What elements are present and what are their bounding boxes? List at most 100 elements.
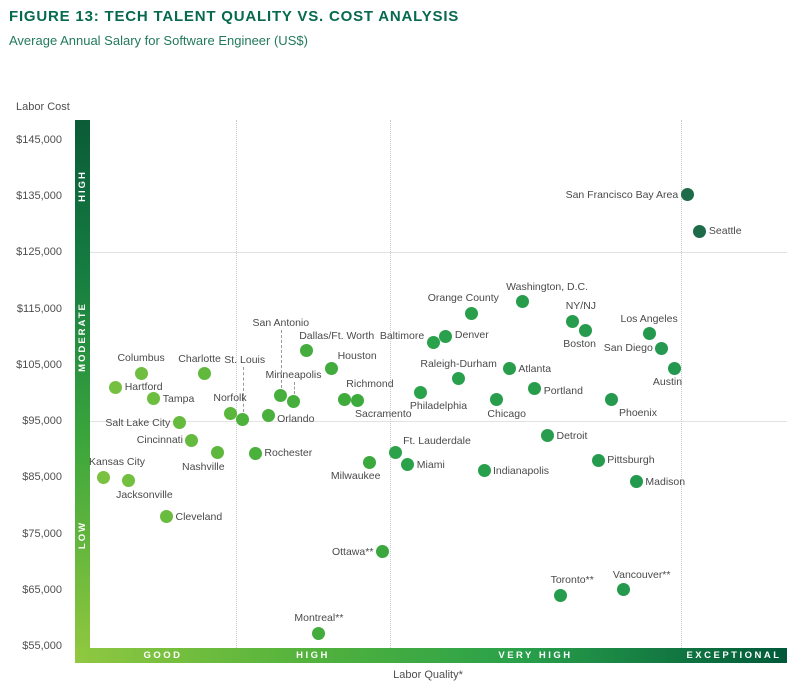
y-tick-label: $145,000 bbox=[16, 134, 62, 146]
data-point-label: Charlotte bbox=[178, 352, 221, 365]
gridline-vertical bbox=[236, 120, 237, 648]
data-point-dot bbox=[325, 361, 339, 375]
y-tick-label: $105,000 bbox=[16, 358, 62, 371]
data-point-label: Boston bbox=[563, 338, 596, 351]
data-point-dot bbox=[121, 474, 135, 488]
data-point-label: Portland bbox=[543, 384, 583, 397]
data-point-dot bbox=[363, 455, 377, 469]
data-point-label: Rochester bbox=[264, 447, 313, 460]
data-point-label: Ottawa** bbox=[331, 545, 374, 558]
data-point-label: Madison bbox=[645, 475, 686, 488]
data-point-dot bbox=[452, 372, 466, 386]
data-point-label: Cleveland bbox=[175, 510, 223, 523]
data-point-label: Toronto** bbox=[550, 574, 594, 587]
data-point-label: Columbus bbox=[117, 352, 165, 365]
gridline-horizontal bbox=[90, 421, 787, 423]
data-point-label: Jacksonville bbox=[116, 488, 173, 501]
data-point-dot bbox=[147, 392, 161, 406]
data-point-label: Hartford bbox=[124, 381, 163, 394]
data-point-label: Richmond bbox=[346, 378, 394, 391]
data-point-dot bbox=[261, 408, 275, 422]
data-point-dot bbox=[668, 361, 681, 375]
data-point-label: Salt Lake City bbox=[105, 416, 171, 429]
data-point-label: Norfolk bbox=[213, 392, 247, 405]
label-leader-line bbox=[280, 329, 282, 388]
y-tick-label: $135,000 bbox=[16, 190, 62, 203]
labor-quality-band-label: HIGH bbox=[296, 650, 330, 661]
data-point-dot bbox=[414, 385, 427, 399]
data-point-dot bbox=[604, 393, 618, 407]
data-point-dot bbox=[337, 392, 351, 406]
data-point-dot bbox=[515, 295, 529, 309]
data-point-label: Orlando bbox=[277, 413, 315, 426]
data-point-label: Pittsburgh bbox=[607, 454, 655, 467]
data-point-dot bbox=[350, 394, 364, 408]
label-leader-line bbox=[242, 366, 244, 412]
data-point-dot bbox=[375, 545, 389, 559]
data-point-dot bbox=[566, 314, 580, 328]
gridline-vertical bbox=[390, 120, 391, 648]
labor-cost-band-label: HIGH bbox=[76, 170, 88, 203]
data-point-label: Washington, D.C. bbox=[506, 280, 589, 293]
data-point-dot bbox=[96, 470, 110, 484]
data-point-dot bbox=[680, 188, 694, 202]
labor-quality-band-bar bbox=[75, 648, 787, 663]
data-point-dot bbox=[198, 367, 212, 381]
y-tick-label: $75,000 bbox=[22, 527, 62, 540]
data-point-dot bbox=[426, 336, 440, 350]
data-point-dot bbox=[172, 416, 186, 430]
data-point-label: Philadelphia bbox=[409, 400, 468, 413]
data-point-dot bbox=[617, 583, 631, 597]
data-point-label: NY/NJ bbox=[565, 300, 597, 313]
y-tick-label: $115,000 bbox=[16, 302, 62, 315]
data-point-dot bbox=[210, 446, 224, 460]
data-point-dot bbox=[541, 429, 554, 443]
figure-subtitle: Average Annual Salary for Software Engin… bbox=[9, 33, 308, 48]
data-point-dot bbox=[248, 446, 262, 460]
labor-cost-band-label: LOW bbox=[76, 520, 88, 549]
labor-cost-band-label: MODERATE bbox=[76, 301, 88, 372]
data-point-label: Dallas/Ft. Worth bbox=[299, 329, 375, 342]
data-point-dot bbox=[401, 458, 415, 472]
data-point-label: Los Angeles bbox=[620, 312, 678, 325]
data-point-label: St. Louis bbox=[224, 353, 266, 366]
y-tick-label: $125,000 bbox=[16, 246, 62, 259]
data-point-dot bbox=[693, 224, 707, 238]
data-point-label: Seattle bbox=[708, 225, 742, 238]
data-point-label: Cincinnati bbox=[136, 434, 183, 447]
data-point-label: Kansas City bbox=[88, 456, 146, 469]
data-point-label: Houston bbox=[337, 350, 377, 363]
data-point-label: Raleigh-Durham bbox=[420, 357, 497, 370]
y-tick-label: $85,000 bbox=[22, 471, 62, 484]
gridline-vertical bbox=[681, 120, 682, 648]
data-point-dot bbox=[312, 626, 326, 640]
data-point-label: Ft. Lauderdale bbox=[403, 434, 471, 447]
labor-quality-band-label: GOOD bbox=[143, 650, 183, 661]
data-point-dot bbox=[642, 327, 656, 341]
data-point-dot bbox=[185, 433, 199, 447]
data-point-dot bbox=[490, 393, 504, 407]
data-point-label: Phoenix bbox=[619, 406, 657, 419]
data-point-label: Nashville bbox=[181, 460, 225, 473]
label-leader-line bbox=[293, 381, 295, 394]
data-point-label: Indianapolis bbox=[493, 464, 550, 477]
data-point-label: Denver bbox=[454, 328, 489, 341]
data-point-label: Chicago bbox=[487, 407, 526, 420]
figure-title: FIGURE 13: TECH TALENT QUALITY VS. COST … bbox=[9, 8, 460, 25]
data-point-label: Detroit bbox=[556, 429, 588, 442]
labor-quality-band-label: VERY HIGH bbox=[498, 650, 573, 661]
data-point-label: San Francisco Bay Area bbox=[565, 188, 679, 201]
data-point-label: Atlanta bbox=[518, 362, 552, 375]
data-point-dot bbox=[629, 475, 643, 489]
data-point-dot bbox=[502, 362, 516, 376]
data-point-label: Tampa bbox=[162, 392, 195, 405]
data-point-label: Montreal** bbox=[294, 612, 344, 625]
data-point-dot bbox=[223, 406, 237, 420]
labor-cost-band-bar bbox=[75, 120, 90, 648]
x-axis-title: Labor Quality* bbox=[393, 669, 463, 681]
data-point-dot bbox=[388, 446, 402, 460]
y-axis-title: Labor Cost bbox=[16, 101, 70, 113]
data-point-label: San Antonio bbox=[252, 316, 310, 329]
gridline-horizontal bbox=[90, 252, 787, 254]
